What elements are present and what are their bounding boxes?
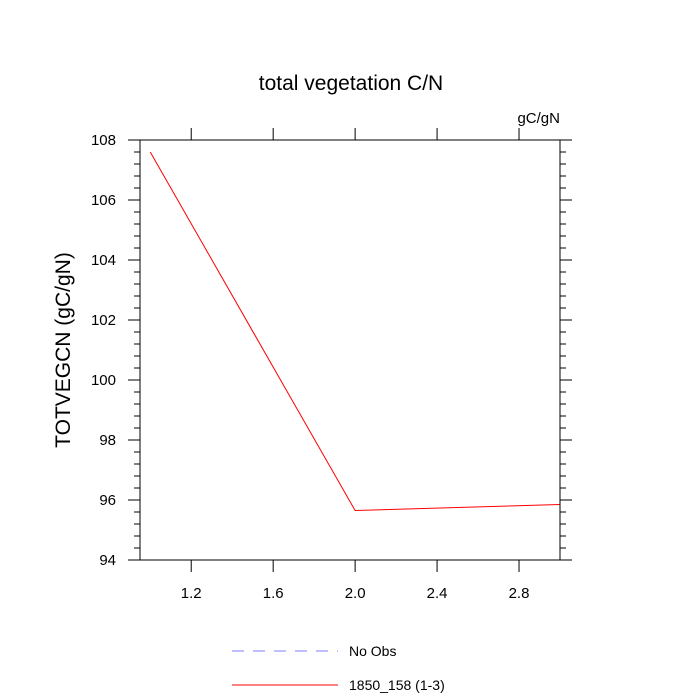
axis-ticks: 1.2 1.6 2.0 2.4 2.8 94 96 98 100 102 104 106 108: [91, 128, 572, 602]
legend-label: No Obs: [349, 643, 396, 659]
y-tick-label: 108: [91, 132, 116, 149]
y-axis-label: TOTVEGCN (gC/gN): [52, 252, 75, 448]
legend: No Obs 1850_158 (1-3): [232, 643, 445, 693]
y-tick-label: 104: [91, 252, 116, 269]
y-tick-label: 98: [99, 432, 116, 449]
y-tick-label: 100: [91, 372, 116, 389]
chart-title: total vegetation C/N: [259, 72, 443, 95]
x-tick-label: 2.8: [509, 585, 530, 602]
legend-label: 1850_158 (1-3): [349, 677, 445, 693]
plot-frame: [139, 139, 561, 561]
y-tick-label: 106: [91, 192, 116, 209]
units-label: gC/gN: [517, 110, 560, 127]
x-tick-label: 1.6: [263, 585, 284, 602]
y-tick-label: 96: [99, 492, 116, 509]
x-tick-label: 2.0: [345, 585, 366, 602]
series-line: [149, 151, 561, 512]
x-tick-label: 1.2: [181, 585, 202, 602]
x-tick-label: 2.4: [427, 585, 448, 602]
plot-area: [149, 151, 561, 512]
y-tick-label: 102: [91, 312, 116, 329]
y-tick-label: 94: [99, 552, 116, 569]
